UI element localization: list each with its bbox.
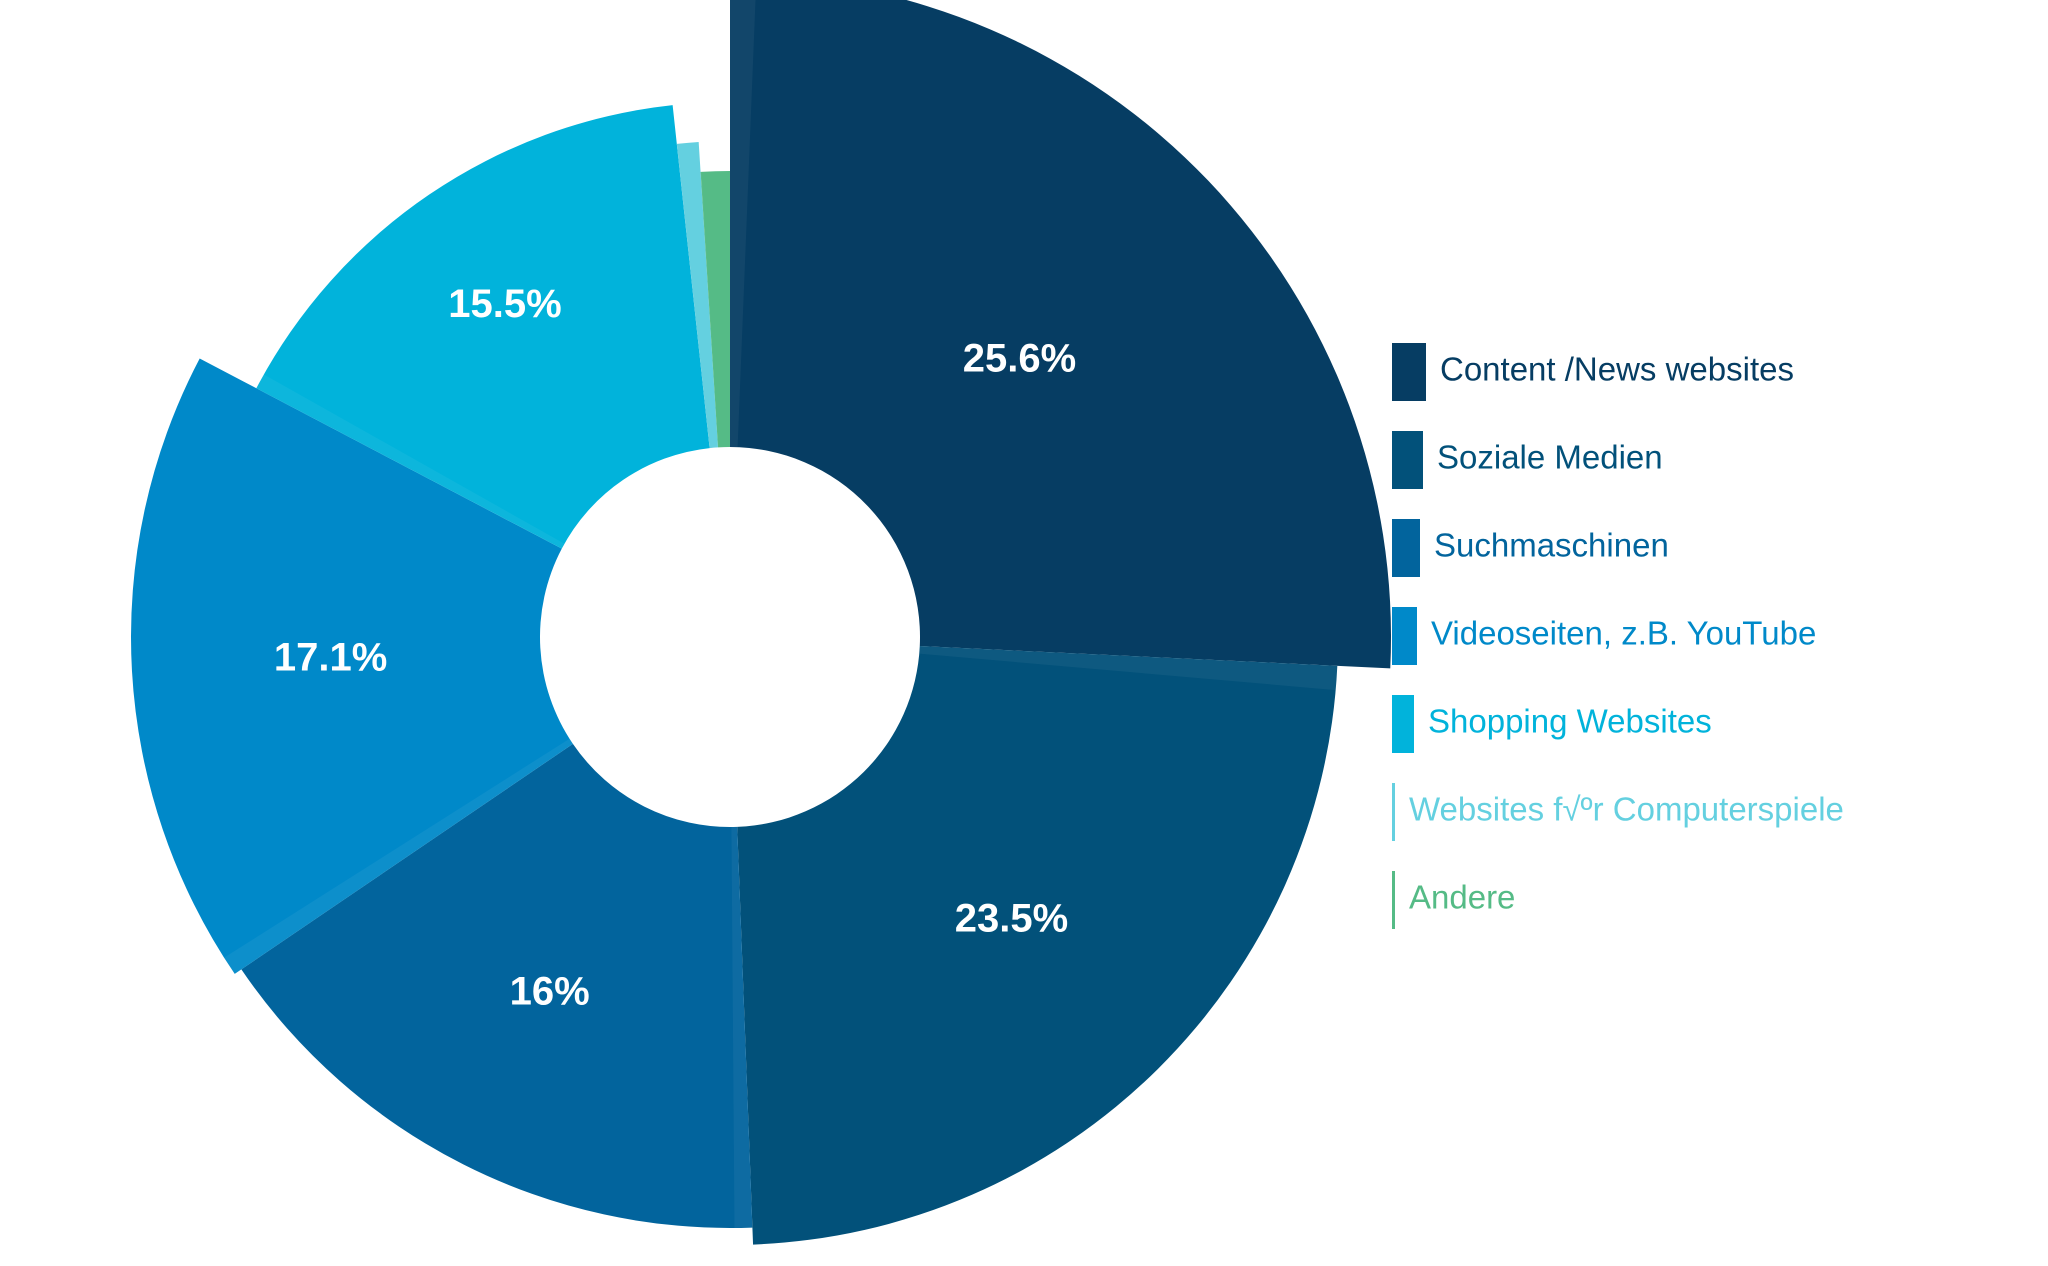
slice-andere [700, 171, 730, 448]
slice-edge-websites-f-r-computerspiele [676, 143, 710, 449]
slice-videoseiten-z-b-youtube [131, 358, 573, 974]
slice-edge-suchmaschinen [731, 826, 753, 1228]
legend-label-content-news-websites: Content /News websites [1440, 351, 1794, 388]
legend-label-videoseiten-z-b-youtube: Videoseiten, z.B. YouTube [1431, 615, 1816, 652]
value-label-soziale-medien: 23.5% [955, 897, 1068, 941]
legend-label-suchmaschinen: Suchmaschinen [1434, 527, 1669, 564]
legend-swatch-websites-f-r-computerspiele [1392, 783, 1395, 841]
value-label-suchmaschinen: 16% [510, 970, 590, 1014]
legend-label-shopping-websites: Shopping Websites [1428, 703, 1712, 740]
value-label-shopping-websites: 15.5% [448, 282, 561, 326]
slice-edge-shopping-websites [256, 374, 565, 549]
legend-label-websites-f-r-computerspiele: Websites f√ºr Computerspiele [1409, 791, 1844, 828]
slice-suchmaschinen [241, 743, 753, 1228]
chart-value-labels: 25.6% 23.5% 16% 17.1% 15.5% [274, 282, 1076, 1014]
slice-shopping-websites [256, 105, 710, 549]
slice-soziale-medien [737, 646, 1338, 1245]
legend-swatch-soziale-medien [1392, 431, 1423, 489]
slice-edge-andere [700, 171, 719, 448]
legend-swatch-content-news-websites [1392, 343, 1426, 401]
legend-swatch-andere [1392, 871, 1395, 929]
value-label-videoseiten-z-b-youtube: 17.1% [274, 635, 387, 679]
legend-swatch-shopping-websites [1392, 695, 1414, 753]
legend-label-soziale-medien: Soziale Medien [1437, 439, 1663, 476]
legend-swatch-suchmaschinen [1392, 519, 1420, 577]
legend-label-andere: Andere [1409, 879, 1515, 916]
slice-edge-soziale-medien [919, 646, 1338, 691]
slice-edge-content-news-websites [730, 0, 756, 448]
value-label-content-news-websites: 25.6% [963, 337, 1076, 381]
slice-edge-videoseiten-z-b-youtube [224, 738, 573, 974]
slice-content-news-websites [730, 0, 1391, 669]
slice-websites-f-r-computerspiele [676, 141, 718, 449]
chart-legend: Content /News websites Soziale Medien Such… [1392, 343, 1844, 929]
legend-swatch-videoseiten-z-b-youtube [1392, 607, 1417, 665]
chart-slices [131, 0, 1391, 1245]
